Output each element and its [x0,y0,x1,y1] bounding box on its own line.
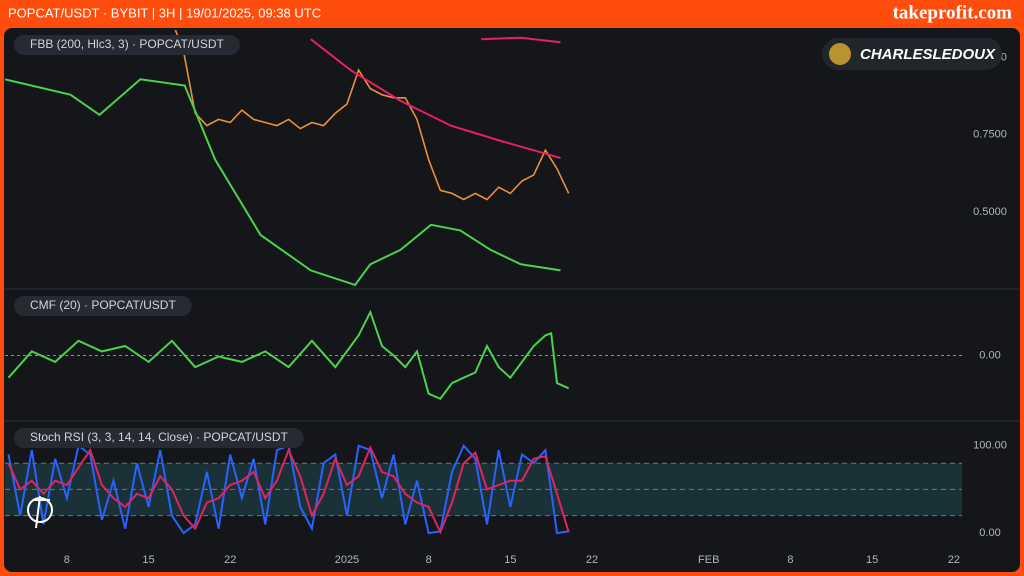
pane [5,309,962,401]
x-tick-label: 22 [948,554,960,566]
header-title: POPCAT/USDT · BYBIT | 3H | 19/01/2025, 0… [8,5,321,20]
watermark: CHARLESLEDOUX [822,38,1002,70]
series-line [174,30,570,201]
x-tick-label: 15 [866,554,878,566]
x-tick-label: 15 [504,554,516,566]
pane [5,30,570,287]
brand: takeprofit.com [893,2,1013,23]
watermark-text: CHARLESLEDOUX [860,46,996,63]
y-tick-label: 0.00 [979,349,1000,361]
legend: Stoch RSI (3, 3, 14, 14, Close) · POPCAT… [14,428,304,448]
y-tick-label: 0.5000 [973,206,1007,218]
watermark-pill [822,38,1002,70]
x-tick-label: 8 [426,554,432,566]
y-tick-label: 100.00 [973,440,1007,452]
pane-title: CMF (20) · POPCAT/USDT [30,298,176,312]
x-tick-label: FEB [698,554,719,566]
pane-title: Stoch RSI (3, 3, 14, 14, Close) · POPCAT… [30,430,289,444]
legend: FBB (200, Hlc3, 3) · POPCAT/USDT [14,35,240,55]
series-line [310,38,561,159]
y-tick-label: 0.7500 [973,129,1007,141]
series-line [7,309,570,401]
legend-pill [14,35,240,55]
x-tick-label: 8 [64,554,70,566]
legend-pill [14,296,192,316]
x-tick-label: 22 [224,554,236,566]
x-tick-label: 22 [586,554,598,566]
series-line [7,445,570,535]
y-tick-label: 0.00 [979,527,1000,539]
x-tick-label: 15 [142,554,154,566]
logo [27,495,53,529]
x-tick-label: 2025 [335,554,359,566]
x-tick-label: 8 [787,554,793,566]
avatar [829,43,851,65]
pane [5,443,962,535]
series-line [5,78,561,287]
legend: CMF (20) · POPCAT/USDT [14,296,192,316]
legend-pill [14,428,304,448]
series-line [481,36,561,44]
pane-title: FBB (200, Hlc3, 3) · POPCAT/USDT [30,37,224,51]
